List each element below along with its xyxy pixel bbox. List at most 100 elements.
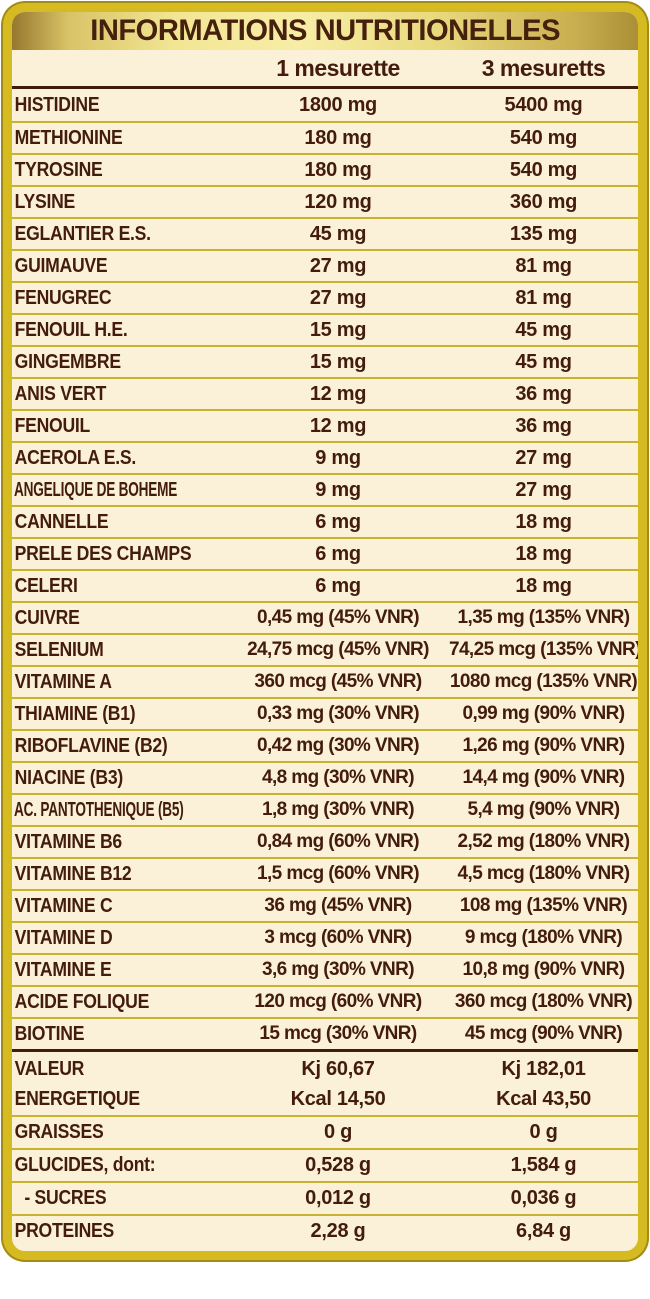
row-label: PRELE DES CHAMPS <box>14 542 192 565</box>
row-label: VITAMINE B6 <box>14 830 123 853</box>
table-row: PROTEINES 2,28 g 6,84 g <box>12 1214 638 1247</box>
table-row: HISTIDINE 1800 mg 5400 mg <box>12 89 638 121</box>
column-header-1-mesurette: 1 mesurette <box>276 54 400 81</box>
row-value-2: 0 g <box>529 1121 558 1143</box>
row-value-2: 27 mg <box>515 478 572 501</box>
row-value-2: 540 mg <box>509 158 578 181</box>
row-value-2: 10,8 mg (90% VNR) <box>462 959 626 980</box>
table-row: ACEROLA E.S. 9 mg 27 mg <box>12 441 638 473</box>
row-value-2: 74,25 mcg (135% VNR) <box>449 639 641 660</box>
table-row: LYSINE 120 mg 360 mg <box>12 185 638 217</box>
row-value-2: 18 mg <box>515 542 572 565</box>
table-row: FENUGREC 27 mg 81 mg <box>12 281 638 313</box>
row-value-1: 6 mg <box>315 542 361 565</box>
table-row: PRELE DES CHAMPS 6 mg 18 mg <box>12 537 638 569</box>
row-label: GUIMAUVE <box>14 254 108 277</box>
row-value-1: 0 g <box>324 1121 352 1143</box>
row-value-1: 2,28 g <box>310 1220 366 1242</box>
row-label: VITAMINE E <box>14 958 112 981</box>
row-label: BIOTINE <box>14 1022 85 1045</box>
row-label: RIBOFLAVINE (B2) <box>14 734 168 757</box>
row-value-1: 1800 mg <box>299 93 377 116</box>
row-label: ANIS VERT <box>14 382 107 405</box>
table-row: THIAMINE (B1) 0,33 mg (30% VNR) 0,99 mg … <box>12 697 638 729</box>
row-label: VITAMINE B12 <box>14 862 132 885</box>
row-label: ACIDE FOLIQUE <box>14 990 150 1013</box>
energy-value-1: Kj 60,67 Kcal 14,50 <box>227 1055 449 1113</box>
row-value-2: 45 mg <box>515 350 572 373</box>
row-value-2: 45 mcg (90% VNR) <box>464 1023 623 1044</box>
title-band: INFORMATIONS NUTRITIONELLES <box>12 12 638 50</box>
row-value-1: 120 mcg (60% VNR) <box>254 991 422 1012</box>
row-value-1: 0,84 mg (60% VNR) <box>257 831 420 852</box>
row-label: FENUGREC <box>14 286 112 309</box>
page-title: INFORMATIONS NUTRITIONELLES <box>90 14 560 47</box>
column-header-3-mesuretts: 3 mesuretts <box>481 54 606 81</box>
nutrition-table-card: INFORMATIONS NUTRITIONELLES 1 mesurette … <box>3 3 647 1260</box>
table-row: AC. PANTOTHENIQUE (B5) 1,8 mg (30% VNR) … <box>12 793 638 825</box>
row-value-1: 36 mg (45% VNR) <box>264 895 412 916</box>
row-value-1: 6 mg <box>315 510 361 533</box>
table-body: HISTIDINE 1800 mg 5400 mg METHIONINE 180… <box>12 86 638 1049</box>
row-value-1: 15 mcg (30% VNR) <box>259 1023 417 1044</box>
table-row: VITAMINE D 3 mcg (60% VNR) 9 mcg (180% V… <box>12 921 638 953</box>
table-row: TYROSINE 180 mg 540 mg <box>12 153 638 185</box>
row-value-2: 0,036 g <box>510 1187 577 1209</box>
row-value-2: 5400 mg <box>504 93 583 116</box>
row-value-1: 0,012 g <box>305 1187 371 1209</box>
row-label: PROTEINES <box>14 1220 115 1242</box>
table-row: GINGEMBRE 15 mg 45 mg <box>12 345 638 377</box>
table-row: FENOUIL 12 mg 36 mg <box>12 409 638 441</box>
row-label: CANNELLE <box>14 510 109 533</box>
row-value-1: 0,45 mg (45% VNR) <box>257 607 420 628</box>
row-label: FENOUIL <box>14 414 91 437</box>
row-label: GLUCIDES, dont: <box>14 1154 156 1176</box>
row-value-1: 1,5 mcg (60% VNR) <box>257 863 420 884</box>
row-label: LYSINE <box>14 190 76 213</box>
row-value-1: 3 mcg (60% VNR) <box>264 927 412 948</box>
row-value-2: 1,35 mg (135% VNR) <box>457 607 630 628</box>
row-value-2: 108 mg (135% VNR) <box>459 895 628 916</box>
table-row: ACIDE FOLIQUE 120 mcg (60% VNR) 360 mcg … <box>12 985 638 1017</box>
row-label: THIAMINE (B1) <box>14 702 136 725</box>
energy-value-1-kcal: Kcal 14,50 <box>290 1087 386 1110</box>
row-value-2: 18 mg <box>515 510 572 533</box>
row-value-2: 9 mcg (180% VNR) <box>464 927 623 948</box>
row-value-2: 360 mcg (180% VNR) <box>454 991 633 1012</box>
row-value-2: 1,584 g <box>510 1154 577 1176</box>
row-label: CELERI <box>14 574 78 597</box>
row-label: VITAMINE A <box>14 670 112 693</box>
energy-label: VALEUR ENERGETIQUE <box>12 1055 227 1113</box>
row-value-1: 15 mg <box>309 350 367 373</box>
table-row: VITAMINE B12 1,5 mcg (60% VNR) 4,5 mcg (… <box>12 857 638 889</box>
row-value-1: 9 mg <box>315 478 361 501</box>
table-row: VITAMINE C 36 mg (45% VNR) 108 mg (135% … <box>12 889 638 921</box>
row-value-1: 27 mg <box>309 286 367 309</box>
row-value-1: 0,33 mg (30% VNR) <box>257 703 420 724</box>
row-value-1: 180 mg <box>304 158 372 181</box>
row-label: TYROSINE <box>14 158 103 181</box>
row-value-2: 135 mg <box>509 222 578 245</box>
column-header-row: 1 mesurette 3 mesuretts <box>12 50 638 86</box>
row-label: AC. PANTOTHENIQUE (B5) <box>14 798 184 821</box>
energy-value-2: Kj 182,01 Kcal 43,50 <box>449 1055 638 1113</box>
row-value-1: 180 mg <box>304 126 372 149</box>
row-value-2: 81 mg <box>515 286 572 309</box>
row-label: GRAISSES <box>14 1121 104 1143</box>
row-label: EGLANTIER E.S. <box>14 222 151 245</box>
row-value-1: 0,42 mg (30% VNR) <box>257 735 420 756</box>
row-value-1: 120 mg <box>304 190 372 213</box>
row-value-2: 45 mg <box>515 318 572 341</box>
row-label: VITAMINE C <box>14 894 113 917</box>
row-label: METHIONINE <box>14 126 123 149</box>
row-value-1: 4,8 mg (30% VNR) <box>262 767 415 788</box>
row-label: ANGELIQUE DE BOHEME <box>14 478 178 501</box>
row-value-1: 1,8 mg (30% VNR) <box>262 799 415 820</box>
row-label: GINGEMBRE <box>14 350 121 373</box>
row-value-1: 27 mg <box>309 254 367 277</box>
energy-row: VALEUR ENERGETIQUE Kj 60,67 Kcal 14,50 K… <box>12 1049 638 1115</box>
row-value-2: 36 mg <box>515 414 572 437</box>
energy-value-2-kj: Kj 182,01 <box>501 1057 586 1080</box>
row-value-2: 1,26 mg (90% VNR) <box>462 735 626 756</box>
